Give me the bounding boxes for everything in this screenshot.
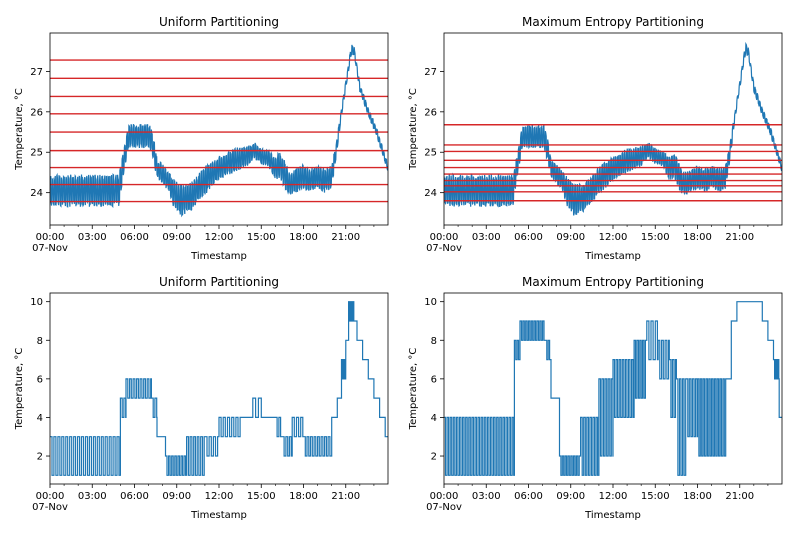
x-date-label: 07-Nov bbox=[32, 502, 68, 513]
x-tick-label: 06:00 bbox=[120, 232, 149, 243]
chart-title: Maximum Entropy Partitioning bbox=[522, 275, 704, 289]
chart-panel-4: 2 4 6 8 10 00:00 03:00 06:00 09:00 12:00 15:00 18:0… bbox=[408, 275, 783, 521]
y-axis-label: Temperature, °C bbox=[408, 88, 419, 171]
y-tick-label: 10 bbox=[424, 297, 437, 308]
x-tick-label: 18:00 bbox=[289, 491, 318, 502]
x-axis-label: Timestamp bbox=[190, 251, 247, 262]
plot-area bbox=[50, 44, 388, 218]
chart-title: Uniform Partitioning bbox=[159, 275, 279, 289]
x-tick-label: 03:00 bbox=[78, 491, 107, 502]
x-tick-label: 09:00 bbox=[556, 232, 585, 243]
chart-panel-1: 24 25 26 27 00:00 03:00 06:00 09:00 12:00 15:00 18… bbox=[14, 15, 389, 262]
x-tick-label: 18:00 bbox=[683, 232, 712, 243]
chart-title: Uniform Partitioning bbox=[159, 15, 279, 29]
y-tick-label: 25 bbox=[30, 148, 43, 159]
series-line bbox=[444, 301, 782, 476]
plot-area bbox=[444, 301, 782, 476]
x-tick-label: 15:00 bbox=[641, 232, 670, 243]
x-tick-label: 15:00 bbox=[247, 232, 276, 243]
x-tick-label: 09:00 bbox=[556, 491, 585, 502]
x-axis-label: Timestamp bbox=[584, 510, 641, 521]
series-line bbox=[444, 41, 782, 216]
x-tick-label: 21:00 bbox=[725, 491, 754, 502]
x-tick-label: 06:00 bbox=[514, 232, 543, 243]
x-tick-label: 12:00 bbox=[599, 232, 628, 243]
y-tick-label: 10 bbox=[30, 297, 43, 308]
x-tick-label: 12:00 bbox=[205, 491, 234, 502]
x-tick-label: 00:00 bbox=[430, 491, 459, 502]
x-tick-label: 03:00 bbox=[78, 232, 107, 243]
x-tick-label: 18:00 bbox=[289, 232, 318, 243]
axes-frame bbox=[49, 292, 389, 485]
y-tick-label: 2 bbox=[37, 452, 43, 463]
x-date-label: 07-Nov bbox=[426, 502, 462, 513]
x-tick-label: 12:00 bbox=[205, 232, 234, 243]
x-tick-label: 00:00 bbox=[36, 491, 65, 502]
x-tick-label: 00:00 bbox=[36, 232, 65, 243]
y-tick-label: 26 bbox=[30, 107, 43, 118]
series-line bbox=[50, 44, 388, 218]
chart-title: Maximum Entropy Partitioning bbox=[522, 15, 704, 29]
x-axis-label: Timestamp bbox=[584, 251, 641, 262]
y-tick-label: 24 bbox=[30, 188, 43, 199]
y-axis-label: Temperature, °C bbox=[14, 348, 25, 431]
y-axis-label: Temperature, °C bbox=[408, 348, 419, 431]
x-axis-label: Timestamp bbox=[190, 510, 247, 521]
x-tick-label: 21:00 bbox=[331, 491, 360, 502]
x-tick-label: 03:00 bbox=[472, 491, 501, 502]
y-axis-label: Temperature, °C bbox=[14, 88, 25, 171]
x-tick-label: 06:00 bbox=[120, 491, 149, 502]
y-tick-label: 27 bbox=[30, 67, 43, 78]
series-line bbox=[50, 301, 388, 476]
chart-panel-3: 2 4 6 8 10 00:00 03:00 06:00 09:00 12:00 15:00 18:0… bbox=[14, 275, 389, 521]
x-tick-label: 21:00 bbox=[725, 232, 754, 243]
x-tick-label: 06:00 bbox=[514, 491, 543, 502]
x-tick-label: 18:00 bbox=[683, 491, 712, 502]
y-tick-label: 26 bbox=[424, 107, 437, 118]
x-tick-label: 15:00 bbox=[247, 491, 276, 502]
x-tick-label: 15:00 bbox=[641, 491, 670, 502]
plot-area bbox=[50, 301, 388, 476]
y-tick-label: 8 bbox=[431, 336, 437, 347]
y-tick-label: 24 bbox=[424, 188, 437, 199]
y-tick-label: 4 bbox=[37, 413, 43, 424]
y-tick-label: 2 bbox=[431, 452, 437, 463]
y-tick-label: 27 bbox=[424, 67, 437, 78]
x-tick-label: 03:00 bbox=[472, 232, 501, 243]
plot-area bbox=[444, 41, 782, 216]
x-tick-label: 12:00 bbox=[599, 491, 628, 502]
x-tick-label: 09:00 bbox=[162, 232, 191, 243]
y-tick-label: 6 bbox=[431, 374, 437, 385]
y-tick-label: 4 bbox=[431, 413, 437, 424]
x-tick-label: 00:00 bbox=[430, 232, 459, 243]
x-tick-label: 21:00 bbox=[331, 232, 360, 243]
y-tick-label: 25 bbox=[424, 148, 437, 159]
y-tick-label: 8 bbox=[37, 336, 43, 347]
x-date-label: 07-Nov bbox=[32, 243, 68, 254]
x-tick-label: 09:00 bbox=[162, 491, 191, 502]
chart-panel-2: 24 25 26 27 00:00 03:00 06:00 09:00 12:00 15:00 18… bbox=[408, 15, 783, 262]
x-date-label: 07-Nov bbox=[426, 243, 462, 254]
y-tick-label: 6 bbox=[37, 374, 43, 385]
